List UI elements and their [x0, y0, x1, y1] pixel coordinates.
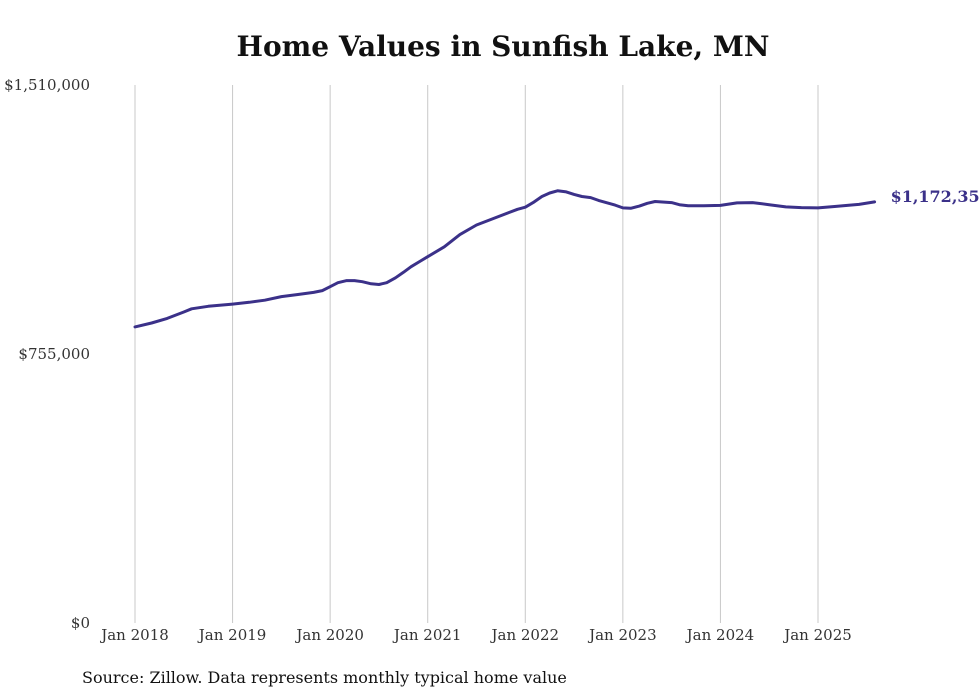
x-tick-label: Jan 2025	[782, 626, 852, 644]
y-tick-label: $1,510,000	[4, 76, 90, 94]
gridlines	[134, 85, 819, 623]
x-tick-label: Jan 2018	[99, 626, 169, 644]
source-note: Source: Zillow. Data represents monthly …	[82, 668, 567, 687]
end-labels: $1,172,353	[891, 187, 980, 206]
x-axis-ticks: Jan 2018 Jan 2019 Jan 2020 Jan 2021 Jan 2022…	[99, 626, 852, 644]
series-line	[133, 189, 877, 329]
x-tick-label: Jan 2024	[685, 626, 755, 644]
x-tick-label: Jan 2021	[392, 626, 462, 644]
series	[133, 189, 877, 329]
x-tick-label: Jan 2020	[294, 626, 364, 644]
x-tick-label: Jan 2019	[197, 626, 267, 644]
y-tick-label: $755,000	[18, 345, 90, 363]
x-tick-label: Jan 2022	[490, 626, 560, 644]
end-value-label: $1,172,353	[891, 187, 980, 206]
chart-title: Home Values in Sunfish Lake, MN	[236, 30, 770, 63]
y-axis-ticks: $0 $755,000 $1,510,000	[4, 76, 90, 632]
x-tick-label: Jan 2023	[587, 626, 657, 644]
y-tick-label: $0	[71, 614, 90, 632]
